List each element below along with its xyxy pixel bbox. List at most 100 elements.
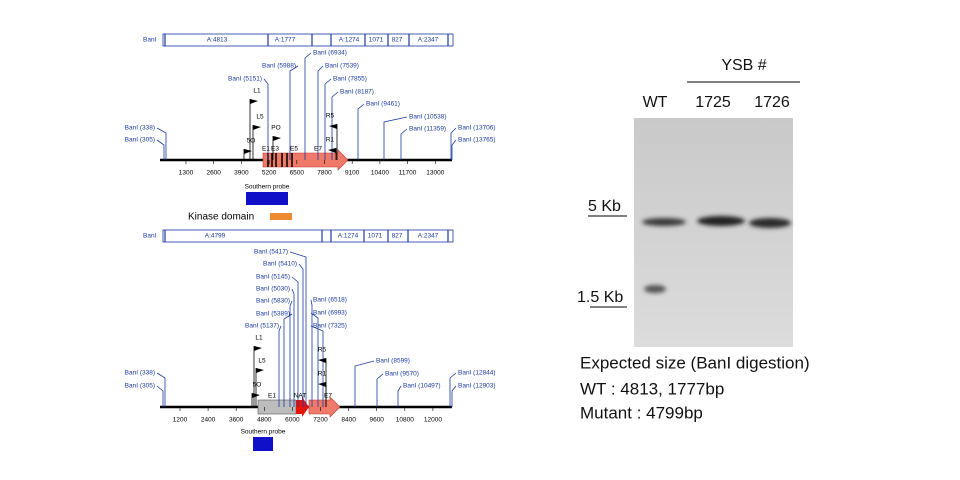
group-label: YSB # — [721, 57, 766, 74]
fragment-label: A:2347 — [418, 233, 439, 240]
fragment-label: 827 — [392, 37, 403, 44]
site-label: BanI (9570) — [385, 371, 419, 378]
primer-label: R5 — [326, 113, 335, 120]
primer-flag — [254, 346, 262, 351]
site-label: BanI (6934) — [313, 50, 347, 57]
site-leader — [317, 65, 324, 160]
axis-tick-label: 2600 — [206, 170, 221, 177]
site-label: BanI (10497) — [403, 383, 441, 390]
site-label: BanI (6518) — [313, 297, 347, 304]
site-leader — [310, 312, 319, 407]
axis-tick-label: 9100 — [345, 170, 360, 177]
nat-cassette — [296, 397, 309, 417]
primer-flag — [244, 149, 252, 154]
site-leader — [156, 372, 166, 407]
site-leader — [289, 65, 299, 160]
axis-tick-label: 10800 — [396, 417, 414, 424]
axis-tick-label: 7800 — [317, 170, 332, 177]
site-label: BanI (305) — [125, 137, 155, 144]
exon-label: E7 — [324, 393, 332, 400]
axis-tick-label: 11700 — [399, 170, 417, 177]
lane-label: WT — [643, 94, 668, 111]
primer-flag — [328, 148, 336, 153]
site-leader — [283, 313, 293, 407]
caption-line: Expected size (BanI digestion) — [580, 353, 810, 372]
bands — [642, 216, 791, 293]
site-label: BanI (13706) — [458, 125, 496, 132]
site-leader — [310, 299, 313, 407]
site-label: BanI (12903) — [458, 383, 496, 390]
axis-tick-label: 13000 — [426, 170, 444, 177]
exon-label: NAT — [294, 393, 307, 400]
blot-image — [634, 118, 793, 347]
domain-label: Kinase domain — [188, 212, 254, 223]
site-label: BanI (7855) — [333, 76, 367, 83]
primer-flag — [253, 125, 261, 130]
site-leader — [450, 127, 457, 160]
site-leader — [331, 91, 339, 160]
primer-label: L5 — [258, 358, 266, 365]
probe-label: Southern probe — [245, 184, 290, 191]
axis-tick-label: 5200 — [262, 170, 277, 177]
site-leader — [291, 288, 295, 407]
exon-stripes — [267, 153, 293, 167]
site-leader — [357, 103, 365, 160]
fragment-label: 1071 — [368, 233, 383, 240]
marker-label: 5 Kb — [588, 198, 621, 215]
exon-label: E1 — [262, 146, 270, 153]
site-label: BanI (5151) — [228, 76, 262, 83]
site-label: BanI (13765) — [458, 137, 496, 144]
primer-label: R1 — [326, 137, 335, 144]
site-label: BanI (5830) — [256, 298, 290, 305]
primer-label: L5 — [256, 114, 264, 121]
primer-flag — [256, 368, 264, 373]
axis-tick-label: 4800 — [257, 417, 272, 424]
site-leader — [298, 263, 304, 407]
site-leader — [383, 116, 408, 160]
site-leader — [376, 373, 384, 407]
site-label: BanI (338) — [125, 370, 155, 377]
lane-label: 1725 — [695, 94, 731, 111]
primer-label: R5 — [318, 347, 327, 354]
primer-flag — [273, 136, 281, 141]
axis-tick-label: 3900 — [234, 170, 249, 177]
site-label: BanI (5410) — [263, 261, 297, 268]
site-leader — [304, 52, 312, 160]
axis-tick-label: 2400 — [201, 417, 216, 424]
site-leader — [451, 385, 457, 407]
lane-label: 1726 — [754, 94, 790, 111]
site-leader — [156, 385, 164, 407]
site-leader — [451, 139, 457, 160]
probe-label: Southern probe — [241, 429, 286, 436]
fragment-label: A:1777 — [275, 37, 296, 44]
axis-tick-label: 1200 — [173, 417, 188, 424]
fragment-label: A:4813 — [207, 37, 228, 44]
site-leader — [156, 139, 165, 160]
site-label: BanI (8599) — [376, 358, 410, 365]
site-label: BanI (12844) — [458, 370, 496, 377]
primer-flag — [252, 393, 260, 398]
axis-tick-label: 9600 — [369, 417, 384, 424]
fragment-label: A:4799 — [205, 233, 226, 240]
site-leader — [289, 251, 307, 407]
primer-flag — [318, 382, 326, 387]
caption-line: Mutant : 4799bp — [580, 403, 703, 422]
exon-label: E3 — [271, 146, 279, 153]
fragment-label: 827 — [392, 233, 403, 240]
site-label: BanI (5137) — [245, 323, 279, 330]
fragment-label: A:1274 — [339, 37, 360, 44]
primer-flag — [250, 99, 258, 104]
site-label: BanI (338) — [125, 125, 155, 132]
primer-label: 5O — [253, 382, 262, 389]
probe — [246, 192, 288, 205]
primer-label: PO — [271, 125, 280, 132]
site-label: BanI (5417) — [254, 249, 288, 256]
site-label: BanI (11359) — [409, 126, 446, 133]
site-leader — [291, 276, 299, 407]
primer-label: L1 — [253, 88, 261, 95]
fragment-label: 1071 — [369, 37, 384, 44]
fragment-label: A:2347 — [418, 37, 439, 44]
primer-label: 5O — [247, 138, 256, 145]
site-leader — [354, 360, 375, 407]
marker-label: 1.5 Kb — [577, 289, 623, 306]
